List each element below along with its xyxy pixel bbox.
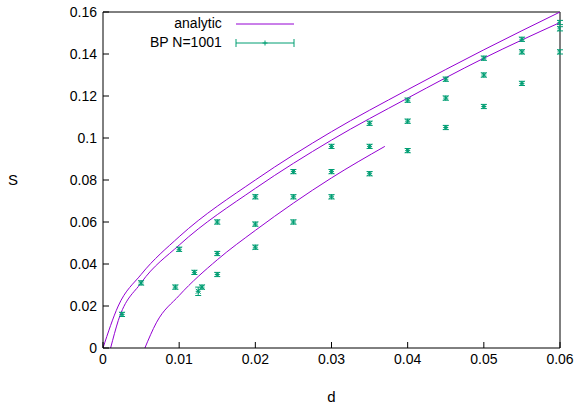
svg-text:0.06: 0.06	[70, 214, 97, 230]
html-text:BP N=1001: BP N=1001	[150, 34, 222, 50]
svg-text:0.16: 0.16	[70, 4, 97, 20]
svg-text:d: d	[327, 388, 335, 405]
svg-text:0.04: 0.04	[70, 256, 97, 272]
svg-text:0: 0	[89, 340, 97, 356]
svg-text:0.02: 0.02	[242, 351, 269, 367]
svg-text:0: 0	[99, 351, 107, 367]
svg-text:0.05: 0.05	[470, 351, 497, 367]
svg-text:0.12: 0.12	[70, 88, 97, 104]
html-text:analytic: analytic	[174, 15, 222, 31]
svg-text:0.06: 0.06	[546, 351, 573, 367]
svg-text:0.14: 0.14	[70, 46, 97, 62]
svg-text:0.01: 0.01	[166, 351, 193, 367]
svg-text:0.1: 0.1	[78, 130, 98, 146]
svg-text:0.04: 0.04	[394, 351, 421, 367]
svg-text:0.03: 0.03	[318, 351, 345, 367]
svg-text:S: S	[8, 171, 18, 188]
svg-text:0.08: 0.08	[70, 172, 97, 188]
svg-text:0.02: 0.02	[70, 298, 97, 314]
